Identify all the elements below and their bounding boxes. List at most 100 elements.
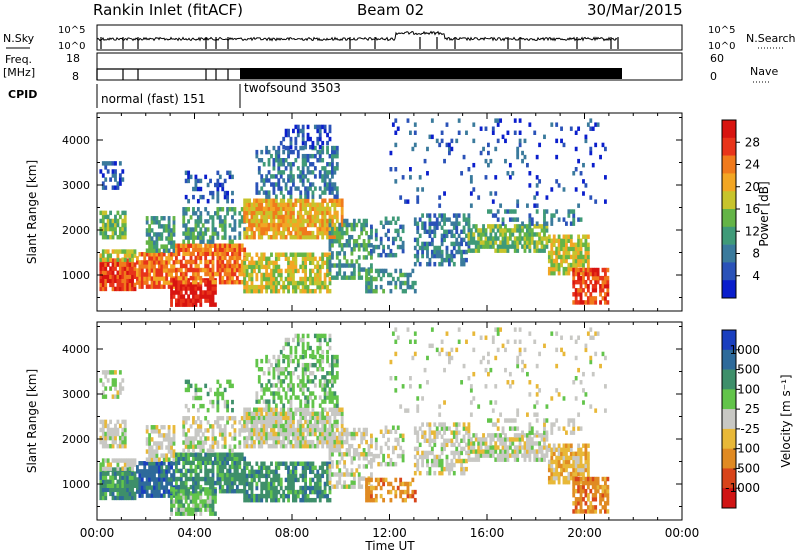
velocity-cell (214, 436, 217, 441)
velocity-cell (340, 427, 344, 433)
velocity-cell (192, 511, 195, 516)
power-cell (267, 214, 271, 220)
power-cell (533, 130, 537, 135)
power-cell (138, 276, 142, 281)
power-cell (316, 234, 320, 240)
power-cell (499, 228, 503, 233)
power-cell (296, 218, 300, 224)
power-cell (257, 206, 261, 212)
power-cell (157, 280, 161, 285)
velocity-cell (306, 419, 310, 425)
velocity-cell (167, 441, 171, 446)
power-cell (352, 267, 356, 272)
power-cell (318, 170, 322, 175)
power-cell (284, 226, 288, 232)
power-cell (552, 213, 556, 218)
power-cell (131, 262, 134, 267)
power-cell (216, 207, 220, 212)
power-cell (318, 153, 322, 159)
velocity-cell (248, 493, 251, 499)
power-cell (165, 244, 169, 249)
power-cell (596, 271, 600, 277)
power-cell (489, 232, 493, 237)
velocity-cell (318, 497, 322, 503)
power-cell (123, 218, 127, 224)
power-cell (123, 234, 127, 240)
velocity-cell (99, 462, 103, 467)
power-cell (270, 214, 273, 220)
power-cell (299, 210, 303, 216)
velocity-cell (287, 465, 290, 470)
power-cell (162, 216, 166, 221)
power-cell (335, 226, 339, 232)
power-cell (279, 210, 283, 216)
power-cell (333, 166, 337, 171)
velocity-cell (370, 439, 373, 445)
power-cell (469, 228, 473, 233)
power-cell (138, 280, 142, 285)
velocity-cell (321, 375, 325, 380)
velocity-cell (357, 464, 361, 469)
velocity-cell (272, 383, 276, 388)
velocity-cell (145, 457, 149, 462)
power-cell (343, 251, 347, 256)
velocity-cell (226, 476, 230, 482)
power-cell (518, 232, 522, 237)
velocity-cell (101, 419, 105, 425)
power-cell (440, 130, 444, 135)
velocity-cell (316, 473, 320, 479)
power-cell (333, 234, 337, 240)
velocity-cell (272, 371, 276, 376)
power-cell (294, 234, 298, 240)
power-cell (311, 206, 315, 212)
power-cell (326, 174, 329, 179)
velocity-cell (284, 337, 288, 343)
velocity-cell (250, 493, 254, 499)
velocity-cell (272, 419, 276, 425)
velocity-cell (379, 429, 383, 434)
velocity-cell (338, 452, 342, 457)
power-cell (114, 173, 117, 178)
velocity-cell (257, 375, 261, 380)
velocity-cell (321, 431, 325, 437)
power-cell (201, 231, 205, 236)
power-cell (350, 234, 354, 240)
power-cell (162, 276, 166, 281)
velocity-cell (235, 456, 239, 461)
power-cell (577, 300, 581, 305)
velocity-cell (401, 453, 405, 459)
velocity-cell (123, 479, 127, 484)
power-cell (472, 236, 476, 241)
velocity-cell (335, 484, 339, 489)
velocity-cell (160, 441, 164, 446)
velocity-cell (162, 469, 166, 474)
power-cell (535, 244, 539, 249)
power-cell (189, 298, 193, 303)
power-cell (101, 214, 105, 220)
power-cell (301, 206, 305, 212)
power-cell (199, 235, 203, 240)
velocity-cell (272, 439, 276, 445)
velocity-cell (274, 473, 278, 479)
power-cell (260, 284, 264, 290)
velocity-cell (106, 471, 110, 476)
power-cell (245, 252, 249, 257)
power-cell (584, 292, 588, 297)
velocity-cell (184, 432, 188, 437)
power-cell (187, 243, 191, 248)
velocity-cell (260, 427, 264, 433)
velocity-cell (233, 432, 237, 437)
velocity-cell (301, 362, 305, 368)
power-cell (557, 234, 561, 239)
velocity-cell (328, 468, 332, 473)
velocity-cell (321, 383, 325, 388)
velocity-cell (382, 453, 386, 459)
velocity-cell (218, 480, 222, 486)
velocity-cell (165, 433, 169, 438)
power-cell (428, 257, 432, 263)
velocity-cell (326, 431, 329, 437)
power-cell (367, 251, 371, 256)
power-cell (194, 259, 198, 265)
velocity-cell (114, 386, 117, 391)
power-cell (394, 179, 398, 184)
